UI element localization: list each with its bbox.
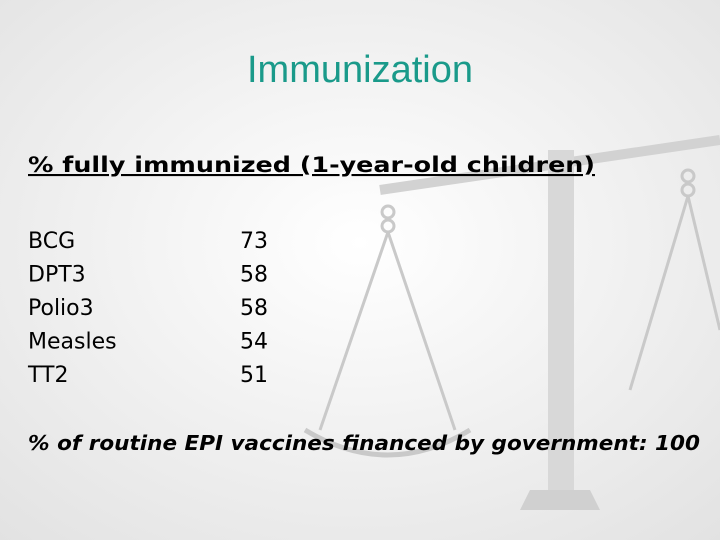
row-label: Polio3 <box>28 296 94 321</box>
row-value: 58 <box>240 263 268 288</box>
row-value: 58 <box>240 296 268 321</box>
row-label: Measles <box>28 330 117 355</box>
row-value: 73 <box>240 229 268 254</box>
row-label: TT2 <box>27 363 69 388</box>
subtitle: % fully immunized (1-year-old children) <box>28 153 595 177</box>
footer: % of routine EPI vaccines financed by go… <box>28 431 700 455</box>
table: BCG 73 DPT3 58 Polio3 58 Measles 54 TT2 51 <box>27 229 268 388</box>
scale-graphic <box>303 135 720 510</box>
row-value: 54 <box>240 330 268 355</box>
row-value: 51 <box>240 363 268 388</box>
row-label: BCG <box>28 229 75 254</box>
row-label: DPT3 <box>28 263 86 288</box>
title: Immunization <box>247 49 473 91</box>
